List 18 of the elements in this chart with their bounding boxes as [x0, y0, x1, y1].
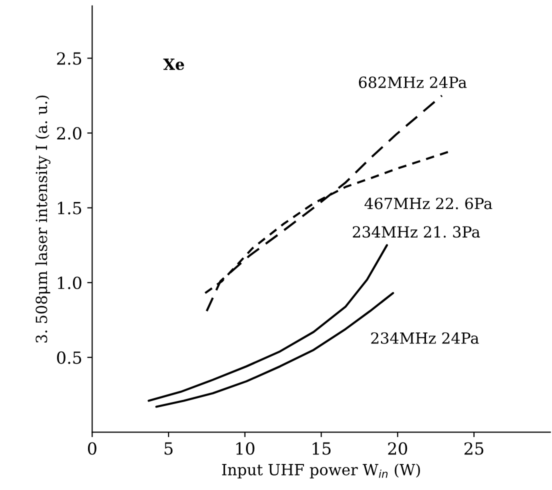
x-axis-title: Input UHF power W$_{in}$ (W) [222, 464, 420, 478]
y-tick-label: 1.0 [58, 276, 82, 290]
series-label: 682MHz 24Pa [358, 76, 467, 88]
annotation: Xe [163, 58, 184, 70]
x-tick-label: 20 [388, 442, 408, 455]
x-tick-label: 15 [312, 442, 331, 455]
x-tick-label: 10 [236, 442, 254, 455]
y-tick-label: 2.5 [57, 52, 82, 65]
y-tick-label: 1.5 [58, 202, 82, 214]
series-label: 467MHz 22. 6Pa [364, 198, 492, 210]
x-tick-label: 0 [88, 442, 96, 455]
y-axis-title: 3. 508μm laser intensity I (a. u.) [35, 96, 50, 343]
x-tick-label: 25 [464, 442, 484, 455]
y-tick-label: 2.0 [57, 126, 82, 140]
y-tick-label: 0.5 [57, 351, 82, 364]
x-tick-label: 5 [164, 442, 173, 455]
series-label: 234MHz 24Pa [371, 332, 479, 344]
text: 234MHz 21. 3Pa [352, 226, 480, 238]
